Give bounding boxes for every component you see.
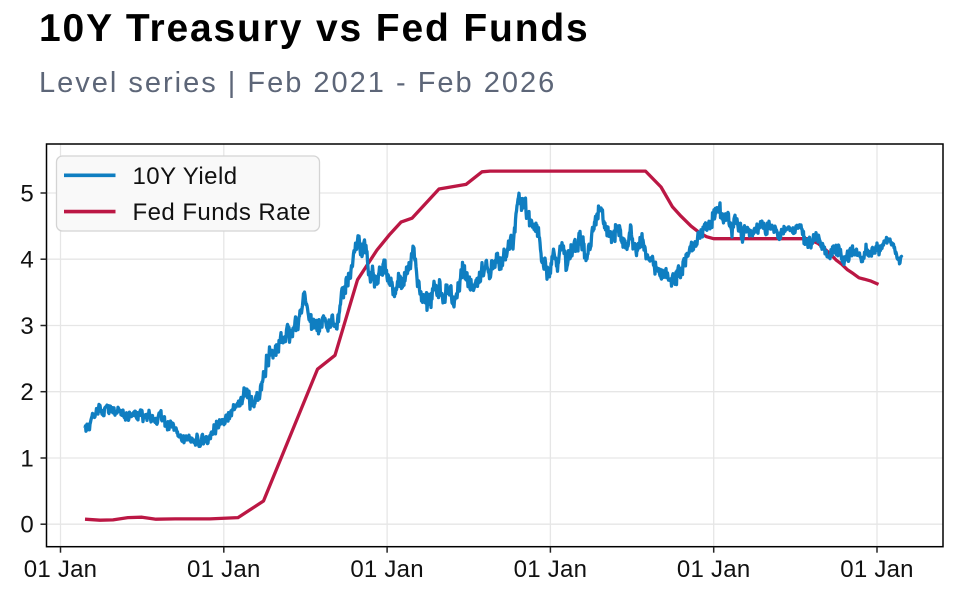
svg-text:3: 3: [20, 313, 34, 340]
svg-text:01 Jan: 01 Jan: [350, 556, 424, 583]
svg-text:4: 4: [20, 247, 34, 274]
svg-text:01 Jan: 01 Jan: [24, 556, 98, 583]
svg-text:01 Jan: 01 Jan: [677, 556, 751, 583]
svg-text:5: 5: [20, 180, 34, 207]
svg-text:2: 2: [20, 379, 34, 406]
svg-text:01 Jan: 01 Jan: [840, 556, 914, 583]
svg-text:0: 0: [20, 512, 34, 539]
svg-text:Fed Funds Rate: Fed Funds Rate: [133, 199, 311, 226]
svg-text:1: 1: [20, 445, 34, 472]
svg-text:01 Jan: 01 Jan: [514, 556, 588, 583]
svg-text:10Y Yield: 10Y Yield: [133, 163, 238, 190]
svg-text:01 Jan: 01 Jan: [187, 556, 261, 583]
